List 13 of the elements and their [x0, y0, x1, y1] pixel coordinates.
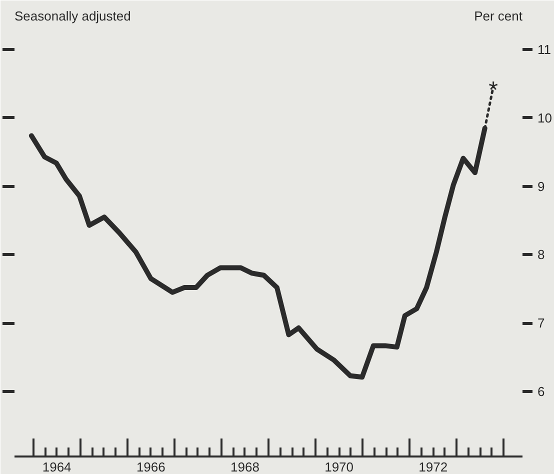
y-tick-label: 11	[538, 42, 551, 58]
x-tick-label: 1966	[136, 460, 166, 474]
y-axis-title: Per cent	[474, 8, 523, 24]
x-tick-label: 1970	[324, 460, 354, 474]
chart-subtitle: Seasonally adjusted	[14, 8, 131, 24]
y-tick-label: 7	[538, 316, 545, 331]
y-tick-label: 6	[538, 384, 545, 400]
x-tick-label: 1964	[42, 460, 72, 474]
x-tick-label: 1968	[230, 460, 260, 474]
y-tick-label: 10	[538, 110, 552, 126]
y-tick-label: 8	[538, 247, 545, 262]
x-tick-label: 1972	[418, 460, 448, 474]
y-tick-label: 9	[538, 178, 545, 194]
